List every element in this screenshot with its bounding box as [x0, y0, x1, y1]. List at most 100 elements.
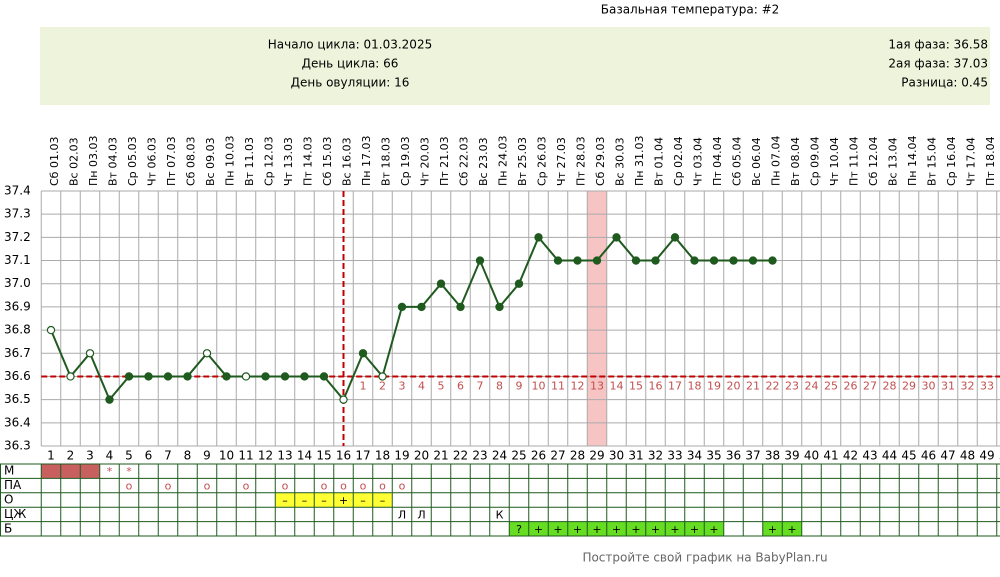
x-tick-label: 49 — [979, 449, 994, 463]
x-tick-label: 12 — [258, 449, 273, 463]
date-label: Пн 10.03 — [224, 136, 237, 186]
x-tick-label: 48 — [960, 449, 975, 463]
table-mark: + — [573, 523, 582, 536]
table-cell-fill — [333, 492, 354, 508]
temperature-point — [85, 349, 95, 358]
temperature-point — [46, 325, 56, 335]
x-tick-label: 27 — [550, 449, 565, 463]
date-label: Чт 20.03 — [419, 137, 432, 186]
table-cell-fill — [314, 492, 334, 508]
info-text: 2ая фаза: 37.03 — [888, 57, 988, 71]
phase-day-label: 1 — [360, 379, 367, 392]
phase-day-label: 28 — [883, 379, 897, 392]
phase-day-label: 2 — [379, 379, 386, 392]
table-mark: о — [204, 480, 211, 493]
phase-day-label: 11 — [551, 379, 565, 392]
table-cell-fill — [509, 521, 529, 536]
date-label: Чт 03.04 — [692, 137, 705, 186]
x-tick-label: 17 — [355, 449, 370, 463]
date-label: Пн 31.03 — [633, 136, 646, 186]
phase-day-label: 17 — [668, 379, 682, 392]
table-row-label: О — [4, 493, 13, 507]
x-tick-label: 35 — [706, 449, 721, 463]
table-mark: – — [282, 494, 288, 507]
table-mark: о — [360, 480, 367, 493]
date-label: Пт 07.03 — [165, 136, 178, 186]
phase-day-label: 26 — [844, 379, 858, 392]
date-label: Пт 21.03 — [438, 136, 451, 186]
date-label: Ср 09.04 — [809, 136, 822, 186]
x-tick-label: 45 — [901, 449, 916, 463]
temperature-point — [261, 372, 270, 381]
temperature-point — [144, 372, 153, 381]
table-cell-fill — [645, 521, 666, 536]
temperature-point — [670, 233, 680, 242]
temperature-point — [475, 256, 485, 265]
table-mark: – — [321, 494, 327, 507]
date-label: Вт 25.03 — [516, 137, 529, 186]
phase-day-label: 5 — [438, 379, 445, 392]
date-label: Ср 05.03 — [126, 136, 139, 186]
table-mark: + — [339, 494, 348, 507]
x-tick-label: 10 — [219, 449, 234, 463]
date-label: Пн 03.03 — [87, 136, 100, 186]
x-tick-label: 13 — [277, 449, 292, 463]
table-mark: + — [690, 523, 699, 536]
table-mark: + — [592, 523, 601, 536]
y-tick-label: 36.4 — [4, 415, 31, 429]
table-cell-fill — [665, 521, 685, 536]
table-mark: + — [534, 523, 543, 536]
table-mark: о — [126, 480, 133, 493]
phase-day-label: 4 — [418, 379, 425, 392]
x-tick-label: 33 — [667, 449, 682, 463]
table-mark: + — [612, 523, 621, 536]
temperature-point — [202, 349, 212, 358]
phase-day-label: 25 — [824, 379, 838, 392]
temperature-point — [319, 372, 329, 381]
y-tick-label: 37.3 — [4, 207, 31, 221]
phase-day-label: 20 — [727, 379, 741, 392]
info-text: Разница: 0.45 — [901, 76, 988, 90]
date-label: Вт 18.03 — [380, 137, 393, 186]
date-label: Вс 23.03 — [477, 137, 490, 186]
x-tick-label: 40 — [804, 449, 819, 463]
table-row-label: М — [4, 464, 14, 478]
phase-day-label: 27 — [863, 379, 877, 392]
table-cell-fill — [762, 521, 783, 536]
info-text: День овуляции: 16 — [291, 76, 410, 90]
y-tick-label: 36.8 — [4, 323, 31, 337]
table-mark: о — [165, 480, 172, 493]
temperature-point — [183, 372, 192, 381]
table-mark: + — [553, 523, 562, 536]
date-label: Вс 06.04 — [750, 137, 763, 186]
y-tick-label: 36.3 — [4, 439, 31, 453]
x-tick-label: 21 — [433, 449, 448, 463]
x-tick-label: 19 — [394, 449, 409, 463]
y-tick-label: 36.7 — [4, 346, 31, 360]
x-tick-label: 36 — [726, 449, 741, 463]
phase-day-label: 3 — [399, 379, 406, 392]
table-cell-fill — [782, 521, 802, 536]
x-tick-label: 31 — [628, 449, 643, 463]
x-tick-label: 44 — [882, 449, 897, 463]
x-tick-label: 5 — [125, 449, 133, 463]
date-label: Чт 27.03 — [555, 137, 568, 186]
x-tick-label: 50 — [999, 449, 1000, 463]
phase-day-label: 9 — [516, 379, 523, 392]
x-tick-label: 18 — [375, 449, 390, 463]
x-tick-label: 34 — [687, 449, 702, 463]
temperature-point — [495, 302, 504, 312]
table-mark: о — [321, 480, 328, 493]
x-tick-label: 4 — [106, 449, 114, 463]
table-mark: о — [399, 480, 406, 493]
date-label: Пт 04.04 — [711, 136, 724, 186]
temperature-point — [768, 256, 777, 265]
table-cell-fill — [626, 521, 646, 536]
temperature-point — [280, 372, 290, 381]
info-panel — [40, 27, 990, 105]
table-cell-fill — [587, 521, 607, 536]
table-mark: К — [496, 508, 504, 521]
x-tick-label: 20 — [414, 449, 429, 463]
y-tick-label: 37.4 — [4, 184, 31, 198]
table-cell-fill — [275, 492, 295, 508]
